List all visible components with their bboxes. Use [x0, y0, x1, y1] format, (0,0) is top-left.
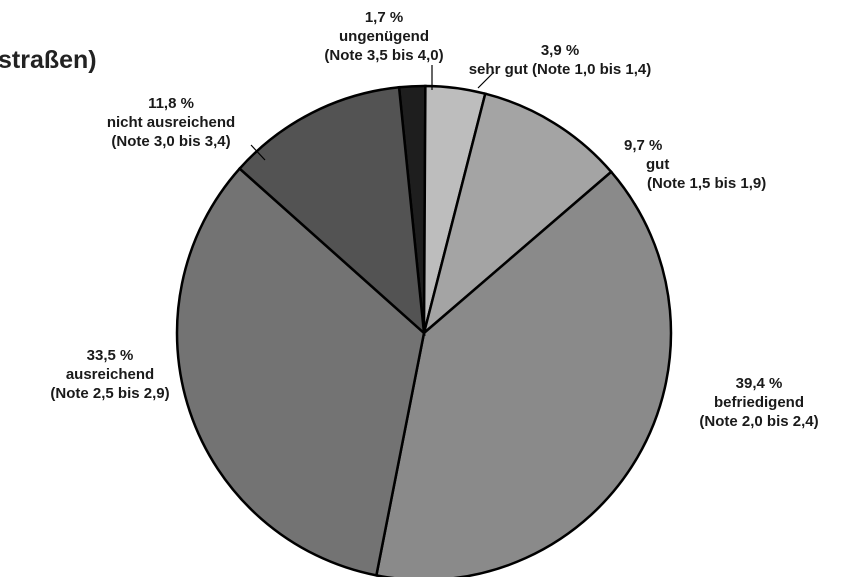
- slice-label-4: 39,4 % befriedigend (Note 2,0 bis 2,4): [699, 375, 818, 430]
- leader-line-2: [477, 71, 495, 89]
- slice-label-1: 1,7 % ungenügend (Note 3,5 bis 4,0): [324, 9, 443, 64]
- slice-label-name: nicht ausreichend: [107, 114, 235, 131]
- chart-title: straßen): [0, 46, 97, 74]
- slice-label-name: sehr gut (Note 1,0 bis 1,4): [469, 61, 652, 78]
- slice-label-name: ungenügend: [339, 28, 429, 45]
- slice-label-percent: 11,8 %: [148, 95, 194, 112]
- slice-label-note: (Note 2,5 bis 2,9): [50, 385, 169, 402]
- slice-label-percent: 39,4 %: [736, 375, 783, 392]
- pie-slice-3: [421, 92, 613, 337]
- slice-label-note: (Note 3,0 bis 3,4): [111, 133, 230, 150]
- slice-label-percent: 9,7 %: [624, 137, 662, 154]
- slice-label-3: 9,7 % gut (Note 1,5 bis 1,9): [624, 137, 766, 192]
- pie-slices: [175, 84, 673, 577]
- slice-label-percent: 33,5 %: [87, 347, 134, 364]
- slice-label-note: (Note 1,5 bis 1,9): [647, 175, 766, 192]
- slice-label-percent: 1,7 %: [365, 9, 403, 26]
- leader-lines: [250, 65, 495, 161]
- slice-label-6: 11,8 % nicht ausreichend (Note 3,0 bis 3,4…: [107, 95, 235, 150]
- slice-label-note: (Note 3,5 bis 4,0): [324, 47, 443, 64]
- leader-line-3: [250, 144, 266, 161]
- slice-label-name: befriedigend: [714, 394, 804, 411]
- slice-label-percent: 3,9 %: [541, 42, 579, 59]
- slice-label-2: 3,9 % sehr gut (Note 1,0 bis 1,4): [469, 42, 652, 78]
- slice-label-5: 33,5 % ausreichend (Note 2,5 bis 2,9): [50, 347, 169, 402]
- slice-label-name: gut: [646, 156, 669, 173]
- pie-slice-6: [237, 85, 426, 337]
- slice-labels: 1,7 % ungenügend (Note 3,5 bis 4,0) 3,9 % se…: [50, 9, 818, 430]
- slice-label-note: (Note 2,0 bis 2,4): [699, 413, 818, 430]
- pie-slice-4: [374, 170, 673, 577]
- pie-slice-5: [175, 166, 426, 577]
- slice-label-name: ausreichend: [66, 366, 154, 383]
